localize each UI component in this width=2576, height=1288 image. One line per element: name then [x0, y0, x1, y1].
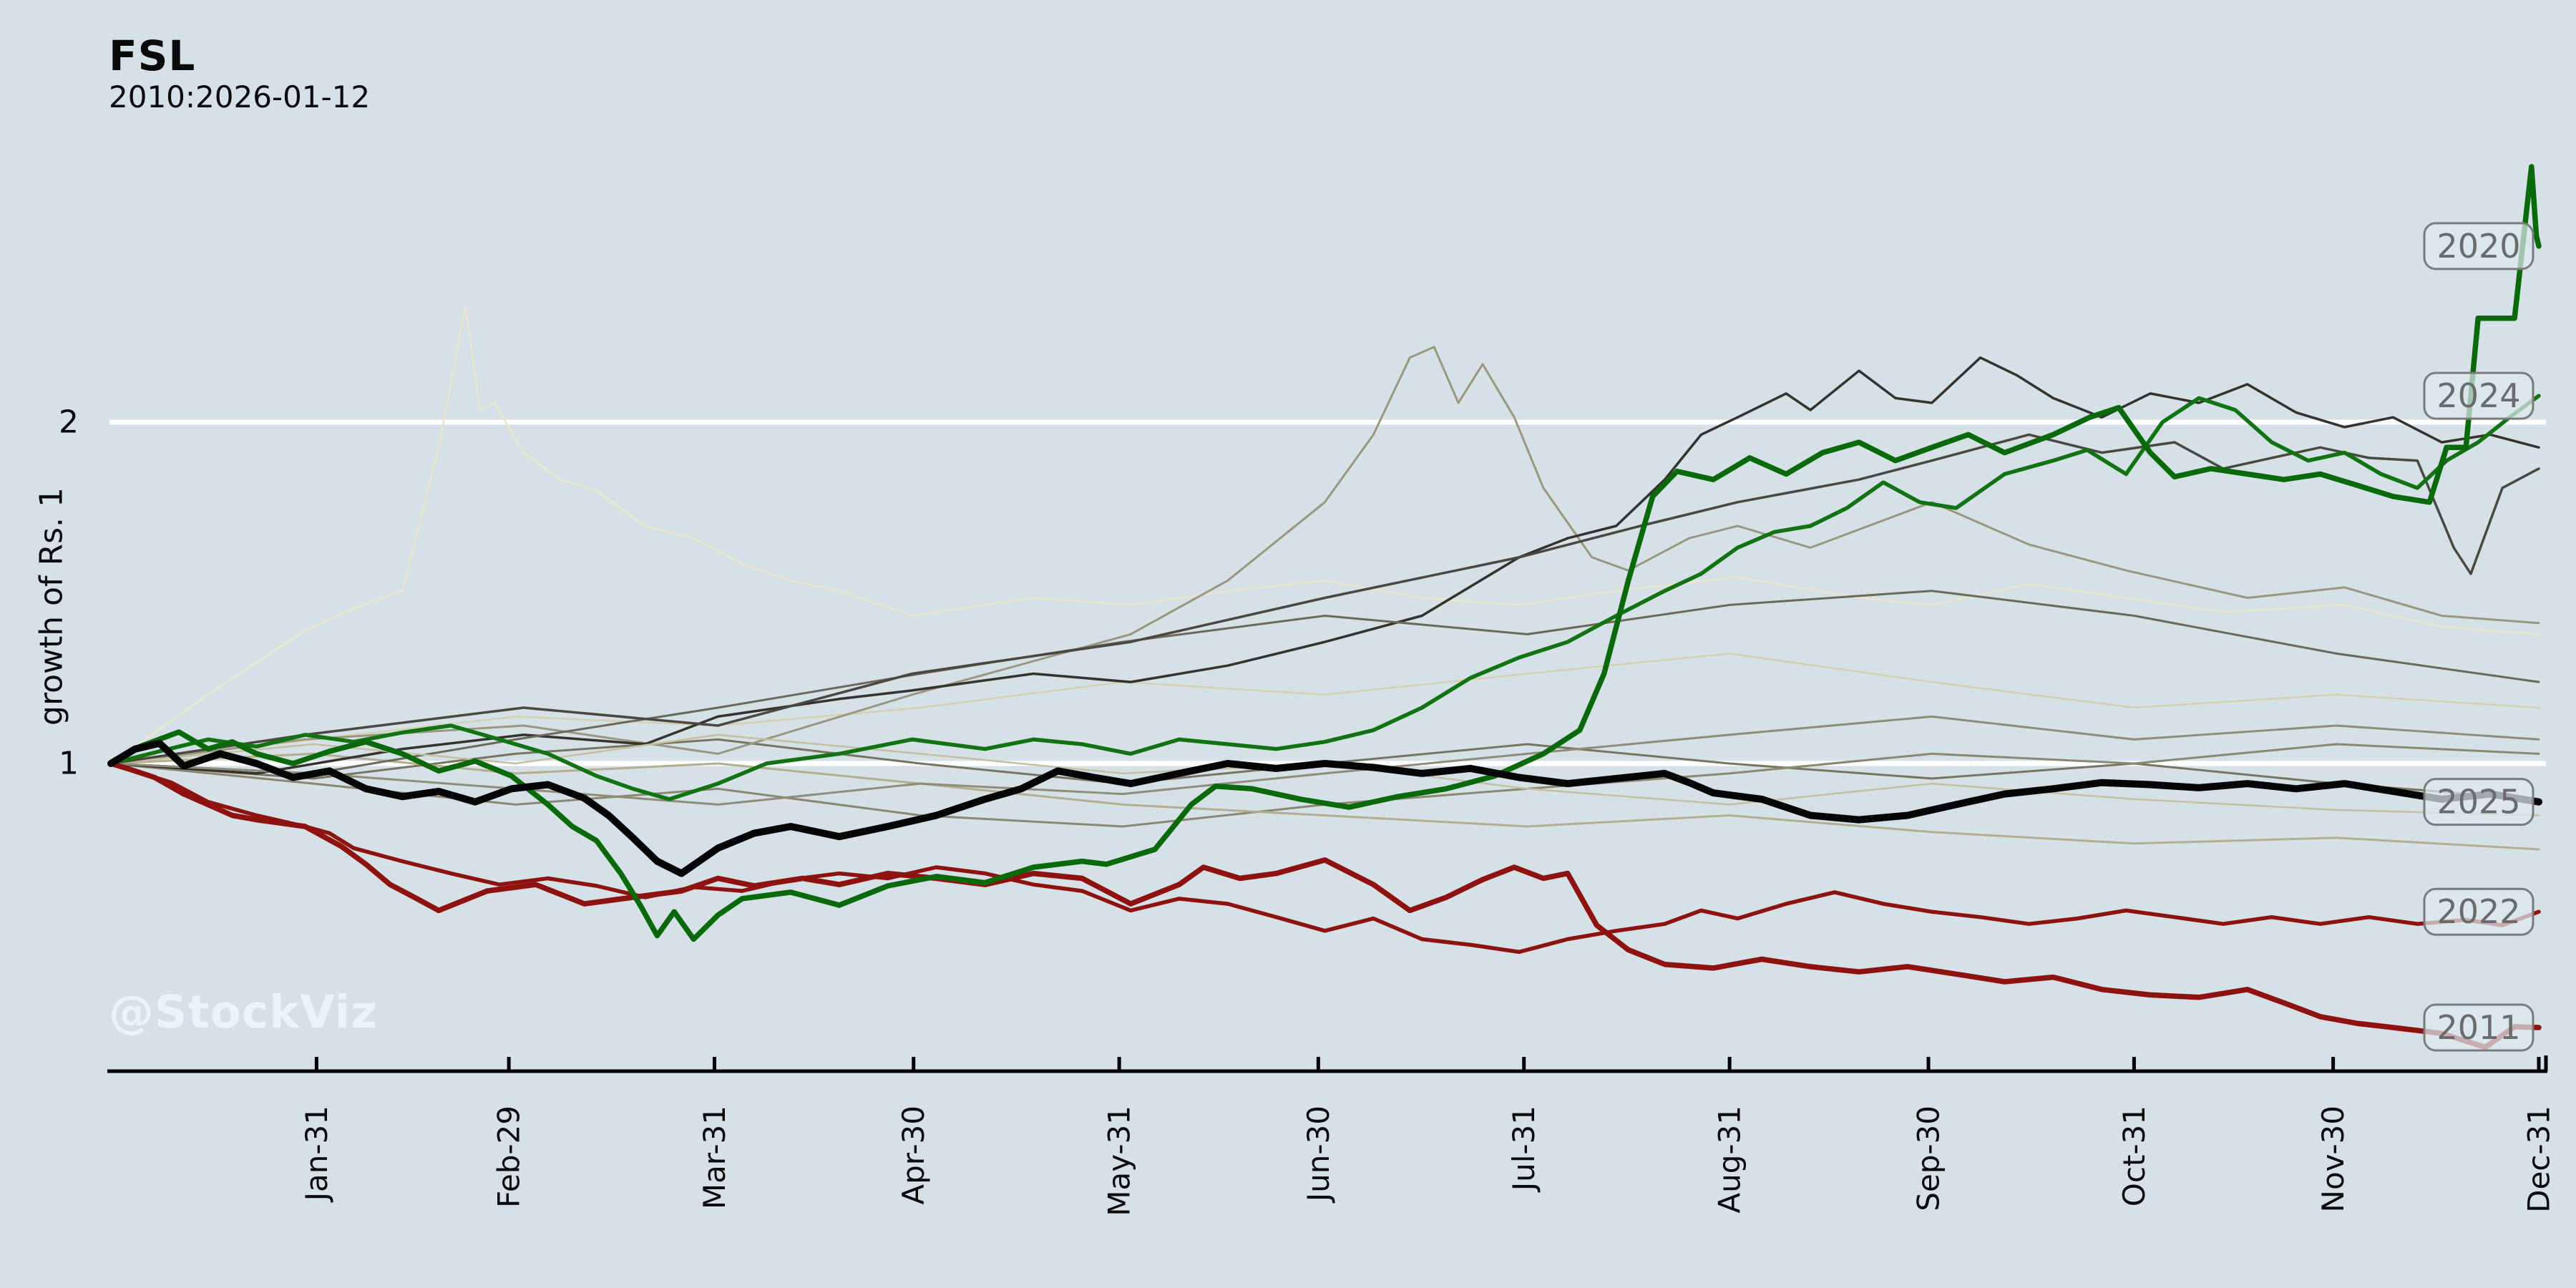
x-tick-label-Jun-30: Jun-30	[1301, 1106, 1336, 1204]
series-line-2015	[109, 653, 2540, 765]
series-line-2016	[109, 346, 2540, 765]
year-label-box-2011	[2423, 1003, 2534, 1052]
year-label-box-2020	[2423, 222, 2534, 270]
x-tick-label-Mar-31: Mar-31	[697, 1106, 732, 1209]
series-line-2013	[109, 752, 2540, 851]
year-label-box-2022	[2423, 887, 2534, 936]
x-tick-label-Sep-30: Sep-30	[1911, 1106, 1946, 1211]
year-label-box-2024	[2423, 371, 2534, 420]
series-line-2014	[109, 305, 2540, 765]
x-tick-label-May-31: May-31	[1102, 1106, 1137, 1216]
x-tick-label-Aug-31: Aug-31	[1712, 1106, 1747, 1214]
series-line-2021	[109, 433, 2540, 765]
x-tick-label-Dec-31: Dec-31	[2522, 1106, 2557, 1213]
x-tick-label-Jan-31: Jan-31	[299, 1106, 334, 1203]
y-tick-label-2: 2	[59, 404, 79, 441]
series-line-2024	[109, 394, 2541, 801]
year-label-text-2011: 2011	[2436, 1008, 2520, 1047]
series-line-2011	[108, 761, 2542, 1050]
x-tick-label-Nov-30: Nov-30	[2316, 1106, 2351, 1212]
series-line-2018	[109, 590, 2540, 775]
x-tick-label-Apr-30: Apr-30	[896, 1106, 931, 1205]
x-tick-label-Jul-31: Jul-31	[1506, 1106, 1541, 1193]
page-title: FSL	[109, 31, 196, 80]
date-range-subtitle: 2010:2026-01-12	[109, 79, 371, 114]
year-label-box-2025	[2423, 778, 2534, 826]
series-line-2017	[109, 356, 2540, 775]
year-label-text-2024: 2024	[2436, 376, 2520, 415]
y-axis-title: growth of Rs. 1	[33, 487, 70, 726]
year-label-text-2025: 2025	[2436, 783, 2520, 821]
year-label-text-2020: 2020	[2436, 227, 2520, 265]
stockviz-watermark: @StockViz	[109, 986, 378, 1038]
x-tick-label-Oct-31: Oct-31	[2117, 1106, 2152, 1206]
series-line-2025	[107, 739, 2542, 877]
series-line-2022	[109, 761, 2541, 955]
y-tick-label-1: 1	[59, 746, 79, 782]
year-label-text-2022: 2022	[2436, 892, 2520, 931]
x-tick-label-Feb-29: Feb-29	[492, 1106, 527, 1208]
series-line-2020	[108, 164, 2542, 942]
chart-header: FSL 2010:2026-01-12	[109, 34, 370, 114]
